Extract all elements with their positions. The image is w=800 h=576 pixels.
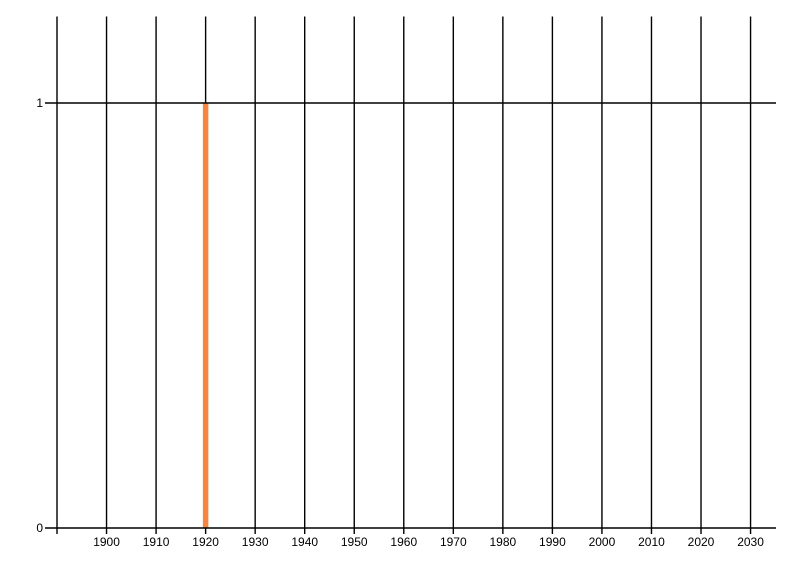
y-tick-label-0: 0 [36, 521, 43, 535]
x-tick-label-2010: 2010 [638, 535, 665, 549]
y-tick-label-1: 1 [36, 96, 43, 110]
x-tick-label-2000: 2000 [589, 535, 616, 549]
x-tick-label-1960: 1960 [390, 535, 417, 549]
x-tick-label-1930: 1930 [242, 535, 269, 549]
x-tick-label-1970: 1970 [440, 535, 467, 549]
x-tick-label-1920: 1920 [192, 535, 219, 549]
x-tick-label-1900: 1900 [93, 535, 120, 549]
x-tick-label-1940: 1940 [291, 535, 318, 549]
x-tick-label-1910: 1910 [143, 535, 170, 549]
x-tick-label-1980: 1980 [490, 535, 517, 549]
x-tick-label-2020: 2020 [688, 535, 715, 549]
x-tick-label-2030: 2030 [737, 535, 764, 549]
event-bar-1920 [202, 103, 209, 528]
x-tick-label-1950: 1950 [341, 535, 368, 549]
x-tick-label-1990: 1990 [539, 535, 566, 549]
